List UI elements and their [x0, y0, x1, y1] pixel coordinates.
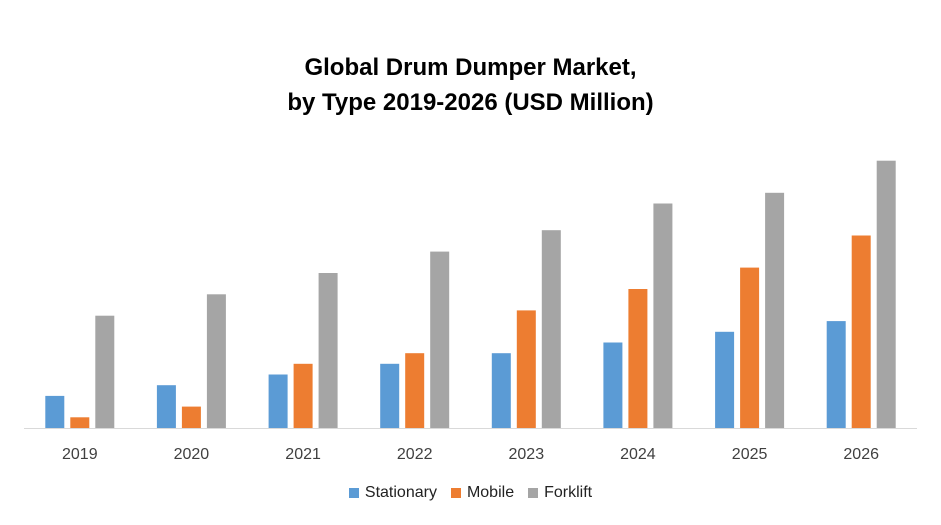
x-tick-label-2020: 2020 [174, 446, 210, 463]
x-tick-label-2019: 2019 [62, 446, 98, 463]
bar-mobile-2021 [293, 363, 313, 428]
bar-stationary-2025 [715, 331, 735, 428]
bar-mobile-2024 [628, 289, 648, 428]
x-tick-label-2025: 2025 [732, 446, 768, 463]
bar-mobile-2026 [851, 235, 871, 428]
x-tick-label-2023: 2023 [509, 446, 545, 463]
chart-title-line-2: by Type 2019-2026 (USD Million) [287, 89, 654, 116]
bar-forklift-2019 [95, 315, 115, 428]
legend-label-mobile: Mobile [466, 484, 515, 501]
x-tick-label-2022: 2022 [397, 446, 433, 463]
legend-swatch-mobile [450, 488, 461, 498]
bar-stationary-2020 [156, 385, 176, 428]
x-tick-label-2026: 2026 [843, 446, 879, 463]
x-tick-label-2024: 2024 [620, 446, 656, 463]
bar-stationary-2022 [380, 363, 400, 428]
bar-forklift-2020 [206, 294, 226, 428]
legend: Stationary Mobile Forklift [0, 484, 941, 502]
legend-swatch-forklift [528, 488, 539, 498]
bar-forklift-2025 [765, 192, 785, 428]
bar-mobile-2022 [405, 353, 425, 428]
bar-forklift-2023 [541, 230, 561, 428]
legend-item-stationary: Stationary [348, 484, 437, 502]
bar-stationary-2019 [45, 395, 65, 428]
bar-forklift-2021 [318, 273, 338, 428]
bar-mobile-2023 [516, 310, 536, 428]
bar-forklift-2024 [653, 203, 673, 428]
legend-swatch-stationary [348, 488, 359, 498]
bar-forklift-2022 [430, 251, 450, 428]
bar-stationary-2023 [491, 353, 511, 428]
bar-mobile-2019 [70, 417, 90, 428]
bar-mobile-2025 [740, 267, 760, 428]
bar-stationary-2021 [268, 374, 288, 428]
legend-label-forklift: Forklift [544, 484, 593, 501]
bar-mobile-2020 [181, 406, 201, 428]
bar-stationary-2026 [826, 321, 846, 428]
bar-stationary-2024 [603, 342, 623, 428]
chart-title-line-1: Global Drum Dumper Market, [304, 54, 637, 81]
legend-item-mobile: Mobile [450, 484, 515, 502]
bar-forklift-2026 [876, 160, 896, 428]
legend-label-stationary: Stationary [364, 484, 437, 501]
x-tick-label-2021: 2021 [285, 446, 321, 463]
legend-item-forklift: Forklift [528, 484, 592, 502]
